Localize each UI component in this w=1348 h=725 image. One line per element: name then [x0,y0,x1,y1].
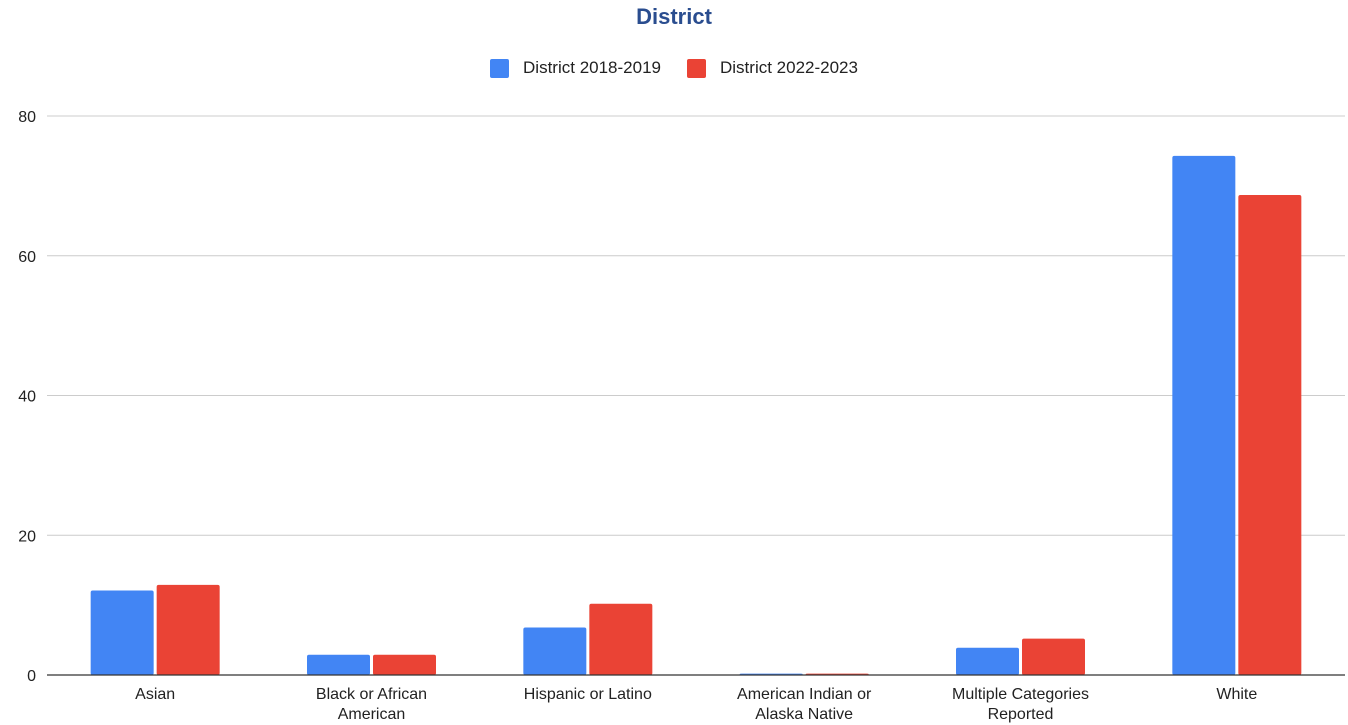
y-tick-label: 40 [18,389,36,406]
x-tick-label-line: White [1216,686,1257,703]
bar-2018-2019 [1172,155,1236,676]
x-tick-label-line: Asian [135,686,175,703]
legend-item-2018-2019: District 2018-2019 [490,58,661,78]
x-tick-label-line: Multiple Categories [952,686,1089,703]
x-tick-label: Asian [135,686,175,703]
bar-2018-2019 [307,654,370,675]
bar-2018-2019 [956,647,1019,675]
bar-2018-2019 [90,590,154,675]
x-tick-label-line: American [338,706,406,723]
x-tick-label-line: Alaska Native [755,706,853,723]
x-tick-label: Hispanic or Latino [524,686,652,703]
x-tick-label-line: Hispanic or Latino [524,686,652,703]
legend-item-2022-2023: District 2022-2023 [687,58,858,78]
bar-2022-2023 [373,654,436,675]
legend: District 2018-2019 District 2022-2023 [0,58,1348,78]
legend-label-2022-2023: District 2022-2023 [720,58,858,77]
bar-2022-2023 [156,584,220,675]
x-tick-label-line: Reported [988,706,1054,723]
y-tick-label: 60 [18,249,36,266]
legend-swatch-2022-2023 [687,58,706,78]
bar-2022-2023 [589,603,653,675]
chart-title: District [636,4,712,29]
legend-label-2018-2019: District 2018-2019 [523,58,661,77]
x-tick-label: Black or African American [316,686,427,723]
x-tick-label-line: American Indian or [737,686,872,703]
bar-2022-2023 [1022,638,1085,675]
y-tick-label: 0 [27,668,36,685]
x-tick-label: Multiple Categories Reported [952,686,1089,723]
x-tick-label: American Indian or Alaska Native [737,686,872,723]
legend-swatch-2018-2019 [490,58,510,78]
y-tick-label: 20 [18,528,36,545]
bar-2018-2019 [523,627,587,675]
x-tick-label: White [1216,686,1257,703]
x-tick-label-line: Black or African [316,686,427,703]
bar-2022-2023 [1238,194,1302,676]
y-tick-label: 80 [18,109,36,126]
